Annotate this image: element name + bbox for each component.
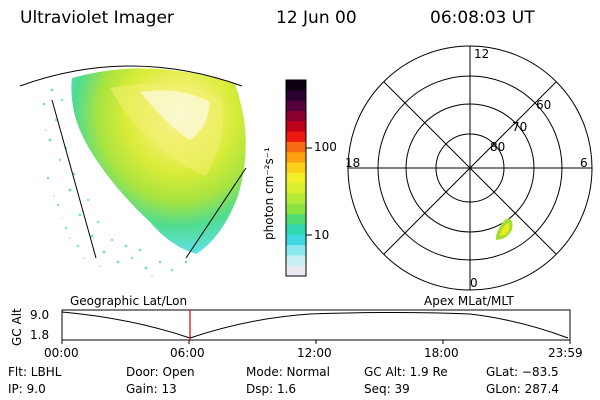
color-scale-segment <box>286 172 306 184</box>
left-panel-caption: Geographic Lat/Lon <box>70 294 188 308</box>
gc-alt-info: GC Alt: 1.9 Re <box>364 365 448 379</box>
timeline-x-label-1800: 18:00 <box>424 346 459 360</box>
colorbar-unit-label: photon cm⁻²s⁻¹ <box>262 147 276 240</box>
altitude-curve <box>61 311 569 339</box>
color-scale-segment <box>286 183 306 194</box>
timeline-x-label-2359: 23:59 <box>548 346 583 360</box>
mlat-label-80: 80 <box>490 140 506 154</box>
color-scale-segment <box>286 255 306 267</box>
mlat-label-60: 60 <box>536 98 552 112</box>
colorbar-label-100: 100 <box>314 140 337 154</box>
color-scale-segment <box>286 141 306 153</box>
color-scale-segment <box>286 80 306 91</box>
ip-info: IP: 9.0 <box>8 382 46 396</box>
mlt-label-12: 12 <box>474 47 490 61</box>
color-scale-segment <box>286 224 306 236</box>
auroral-oval-peak <box>140 90 210 140</box>
timeline-y-label-bottom: 1.8 <box>30 328 50 342</box>
timeline-ticks <box>61 340 571 344</box>
timeline-x-label-0600: 06:00 <box>170 346 205 360</box>
timeline-axis-label: GC Alt <box>10 308 24 346</box>
mlt-label-0: 0 <box>470 276 478 290</box>
longitude-line-right <box>185 167 247 259</box>
date-label: 12 Jun 00 <box>276 8 357 28</box>
color-scale-segment <box>286 152 306 164</box>
glon-info: GLon: 287.4 <box>486 382 559 396</box>
timeline-y-label-top: 9.0 <box>30 308 50 322</box>
filter-info: Flt: LBHL <box>8 365 62 379</box>
mlt-label-18: 18 <box>345 156 361 170</box>
color-scale-segment <box>286 131 306 143</box>
color-scale-segment <box>286 193 306 205</box>
color-scale-segment <box>286 90 306 102</box>
color-scale-frame <box>285 79 307 277</box>
color-scale-segment <box>286 245 306 256</box>
instrument-title: Ultraviolet Imager <box>20 8 174 28</box>
time-label: 06:08:03 UT <box>430 8 535 28</box>
longitude-line-left <box>51 99 97 259</box>
color-scale-segment <box>286 110 306 122</box>
color-scale-segment <box>286 265 306 277</box>
mode-info: Mode: Normal <box>246 365 330 379</box>
colorbar-label-10: 10 <box>314 228 330 242</box>
color-scale-segment <box>286 214 306 225</box>
glat-info: GLat: −83.5 <box>486 365 559 379</box>
seq-info: Seq: 39 <box>364 382 410 396</box>
timeline-x-label-0000: 00:00 <box>44 346 79 360</box>
color-scale-segment <box>286 121 306 133</box>
polar-grid <box>347 45 593 291</box>
uv-image <box>42 68 246 278</box>
door-info: Door: Open <box>126 365 195 379</box>
color-scale-segment <box>286 203 306 215</box>
uv-image-noise <box>42 88 188 278</box>
color-scale-segment <box>286 234 306 246</box>
limb-arc <box>19 65 243 87</box>
timeline-x-label-1200: 12:00 <box>297 346 332 360</box>
mlat-label-70: 70 <box>512 120 528 134</box>
mlt-label-6: 6 <box>580 156 588 170</box>
polar-aurora-patch <box>496 218 513 240</box>
right-panel-caption: Apex MLat/MLT <box>424 294 514 308</box>
gain-info: Gain: 13 <box>126 382 177 396</box>
dsp-info: Dsp: 1.6 <box>246 382 297 396</box>
color-scale-segment <box>286 162 306 174</box>
color-scale-bar <box>286 80 306 277</box>
timeline-frame <box>61 309 571 341</box>
color-scale-segment <box>286 100 306 112</box>
